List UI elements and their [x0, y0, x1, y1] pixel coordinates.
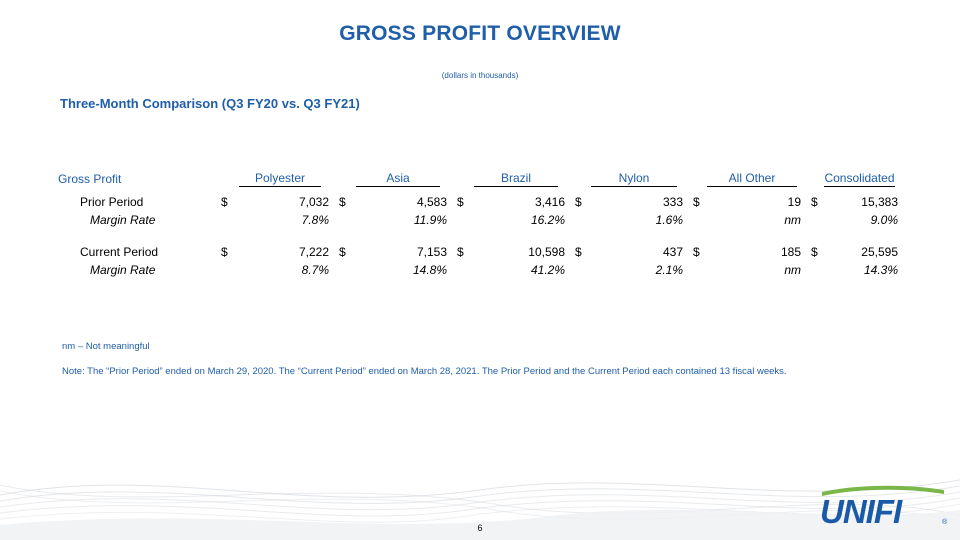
header-all-other: All Other	[693, 171, 811, 193]
cell-value: 437	[662, 245, 683, 259]
header-brazil: Brazil	[457, 171, 575, 193]
note-nm: nm – Not meaningful	[62, 341, 150, 352]
currency-symbol: $	[811, 245, 818, 259]
logo-text: UNIFI	[820, 493, 903, 526]
note-period: Note: The “Prior Period” ended on March …	[62, 366, 787, 377]
table-row: Margin Rate 7.8% 11.9% 16.2% 1.6% nm 9.0…	[58, 211, 908, 229]
page-subtitle: (dollars in thousands)	[441, 71, 519, 80]
logo-registered-mark: ®	[942, 518, 948, 526]
cell-value: nm	[784, 213, 801, 227]
currency-symbol: $	[457, 245, 464, 259]
cell-value: 1.6%	[655, 213, 683, 227]
gross-profit-table: Gross Profit Polyester Asia Brazil Nylon…	[58, 171, 908, 279]
cell-value: 14.3%	[863, 263, 898, 277]
cell-value: 333	[662, 195, 683, 209]
currency-symbol: $	[693, 195, 700, 209]
cell-value: 7,032	[298, 195, 329, 209]
table-row: Margin Rate 8.7% 14.8% 41.2% 2.1% nm 14.…	[58, 261, 908, 279]
currency-symbol: $	[575, 195, 582, 209]
cell-value: 185	[780, 245, 801, 259]
cell-value: 9.0%	[870, 213, 898, 227]
page-number: 6	[477, 523, 483, 533]
cell-value: 3,416	[534, 195, 565, 209]
table-row: Current Period $ 7,222 $ 7,153 $ 10,598 …	[58, 243, 908, 261]
section-title: Three-Month Comparison (Q3 FY20 vs. Q3 F…	[60, 96, 360, 111]
cell-value: 10,598	[528, 245, 565, 259]
cell-value: nm	[784, 263, 801, 277]
cell-value: 14.8%	[412, 263, 447, 277]
cell-value: 41.2%	[530, 263, 565, 277]
cell-value: 7.8%	[301, 213, 329, 227]
unifi-logo: UNIFI ®	[820, 485, 948, 526]
currency-symbol: $	[339, 195, 346, 209]
table-header-row: Gross Profit Polyester Asia Brazil Nylon…	[58, 171, 908, 193]
cell-value: 15,383	[861, 195, 898, 209]
header-consolidated: Consolidated	[824, 171, 895, 187]
cell-value: 25,595	[861, 245, 898, 259]
header-nylon: Nylon	[575, 171, 693, 193]
cell-value: 19	[787, 195, 801, 209]
row-label: Margin Rate	[90, 213, 156, 227]
page-title: GROSS PROFIT OVERVIEW	[339, 22, 621, 45]
cell-value: 8.7%	[301, 263, 329, 277]
cell-value: 11.9%	[413, 213, 447, 227]
currency-symbol: $	[221, 245, 228, 259]
decorative-wave-footer	[0, 479, 960, 540]
row-label: Prior Period	[80, 195, 144, 209]
currency-symbol: $	[811, 195, 818, 209]
cell-value: 2.1%	[655, 263, 683, 277]
currency-symbol: $	[457, 195, 464, 209]
row-label: Current Period	[80, 245, 159, 259]
currency-symbol: $	[575, 245, 582, 259]
header-polyester: Polyester	[221, 171, 339, 193]
cell-value: 7,153	[416, 245, 447, 259]
header-asia: Asia	[339, 171, 457, 193]
cell-value: 4,583	[416, 195, 447, 209]
cell-value: 16.2%	[530, 213, 565, 227]
header-gross-profit: Gross Profit	[58, 171, 122, 186]
row-label: Margin Rate	[90, 263, 156, 277]
currency-symbol: $	[693, 245, 700, 259]
cell-value: 7,222	[298, 245, 329, 259]
currency-symbol: $	[339, 245, 346, 259]
table-row: Prior Period $ 7,032 $ 4,583 $ 3,416 $ 3…	[58, 193, 908, 211]
currency-symbol: $	[221, 195, 228, 209]
